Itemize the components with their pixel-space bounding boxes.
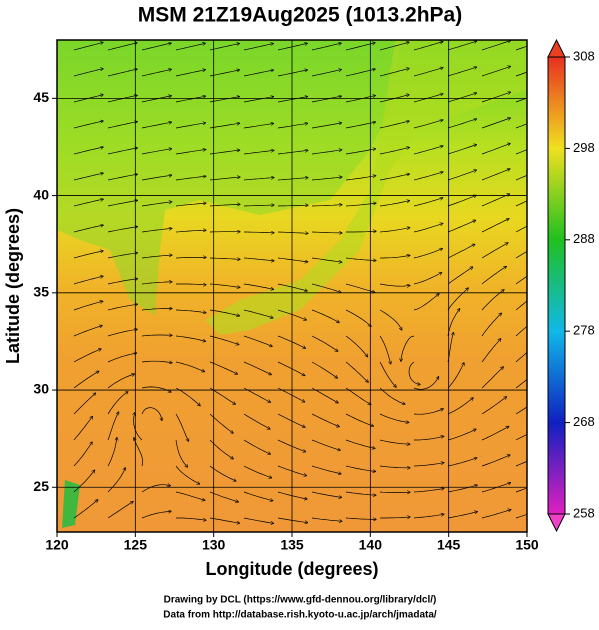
x-tick-label: 150 — [515, 537, 539, 553]
y-tick-label: 45 — [33, 89, 49, 105]
colorbar-bottom-extend — [548, 514, 565, 531]
y-tick-label: 30 — [33, 381, 49, 397]
x-tick-label: 145 — [437, 537, 461, 553]
x-axis-label: Longitude (degrees) — [205, 559, 378, 579]
colorbar-top-extend — [548, 40, 565, 57]
x-tick-label: 125 — [124, 537, 148, 553]
y-axis-label: Latitude (degrees) — [3, 208, 23, 364]
x-tick-label: 140 — [359, 537, 383, 553]
y-tick-label: 25 — [33, 478, 49, 494]
colorbar-tick-label: 288 — [573, 231, 595, 246]
colorbar-tick-label: 298 — [573, 140, 595, 155]
map-area — [57, 40, 544, 532]
y-tick-label: 40 — [33, 186, 49, 202]
colorbar-tick-label: 278 — [573, 323, 595, 338]
colorbar — [548, 57, 565, 514]
x-tick-label: 130 — [202, 537, 226, 553]
x-tick-label: 120 — [45, 537, 69, 553]
x-tick-label: 135 — [280, 537, 304, 553]
credit: Drawing by DCL (https://www.gfd-dennou.o… — [164, 595, 437, 606]
credit: Data from http://database.rish.kyoto-u.a… — [163, 610, 437, 621]
colorbar-ticks: 258 268 278 288 298 308 — [565, 48, 595, 520]
colorbar-tick-label: 268 — [573, 414, 595, 429]
colorbar-tick-label: 308 — [573, 48, 595, 63]
y-tick-label: 35 — [33, 284, 49, 300]
colorbar-tick-label: 258 — [573, 505, 595, 520]
chart-title: MSM 21Z19Aug2025 (1013.2hPa) — [138, 4, 462, 27]
